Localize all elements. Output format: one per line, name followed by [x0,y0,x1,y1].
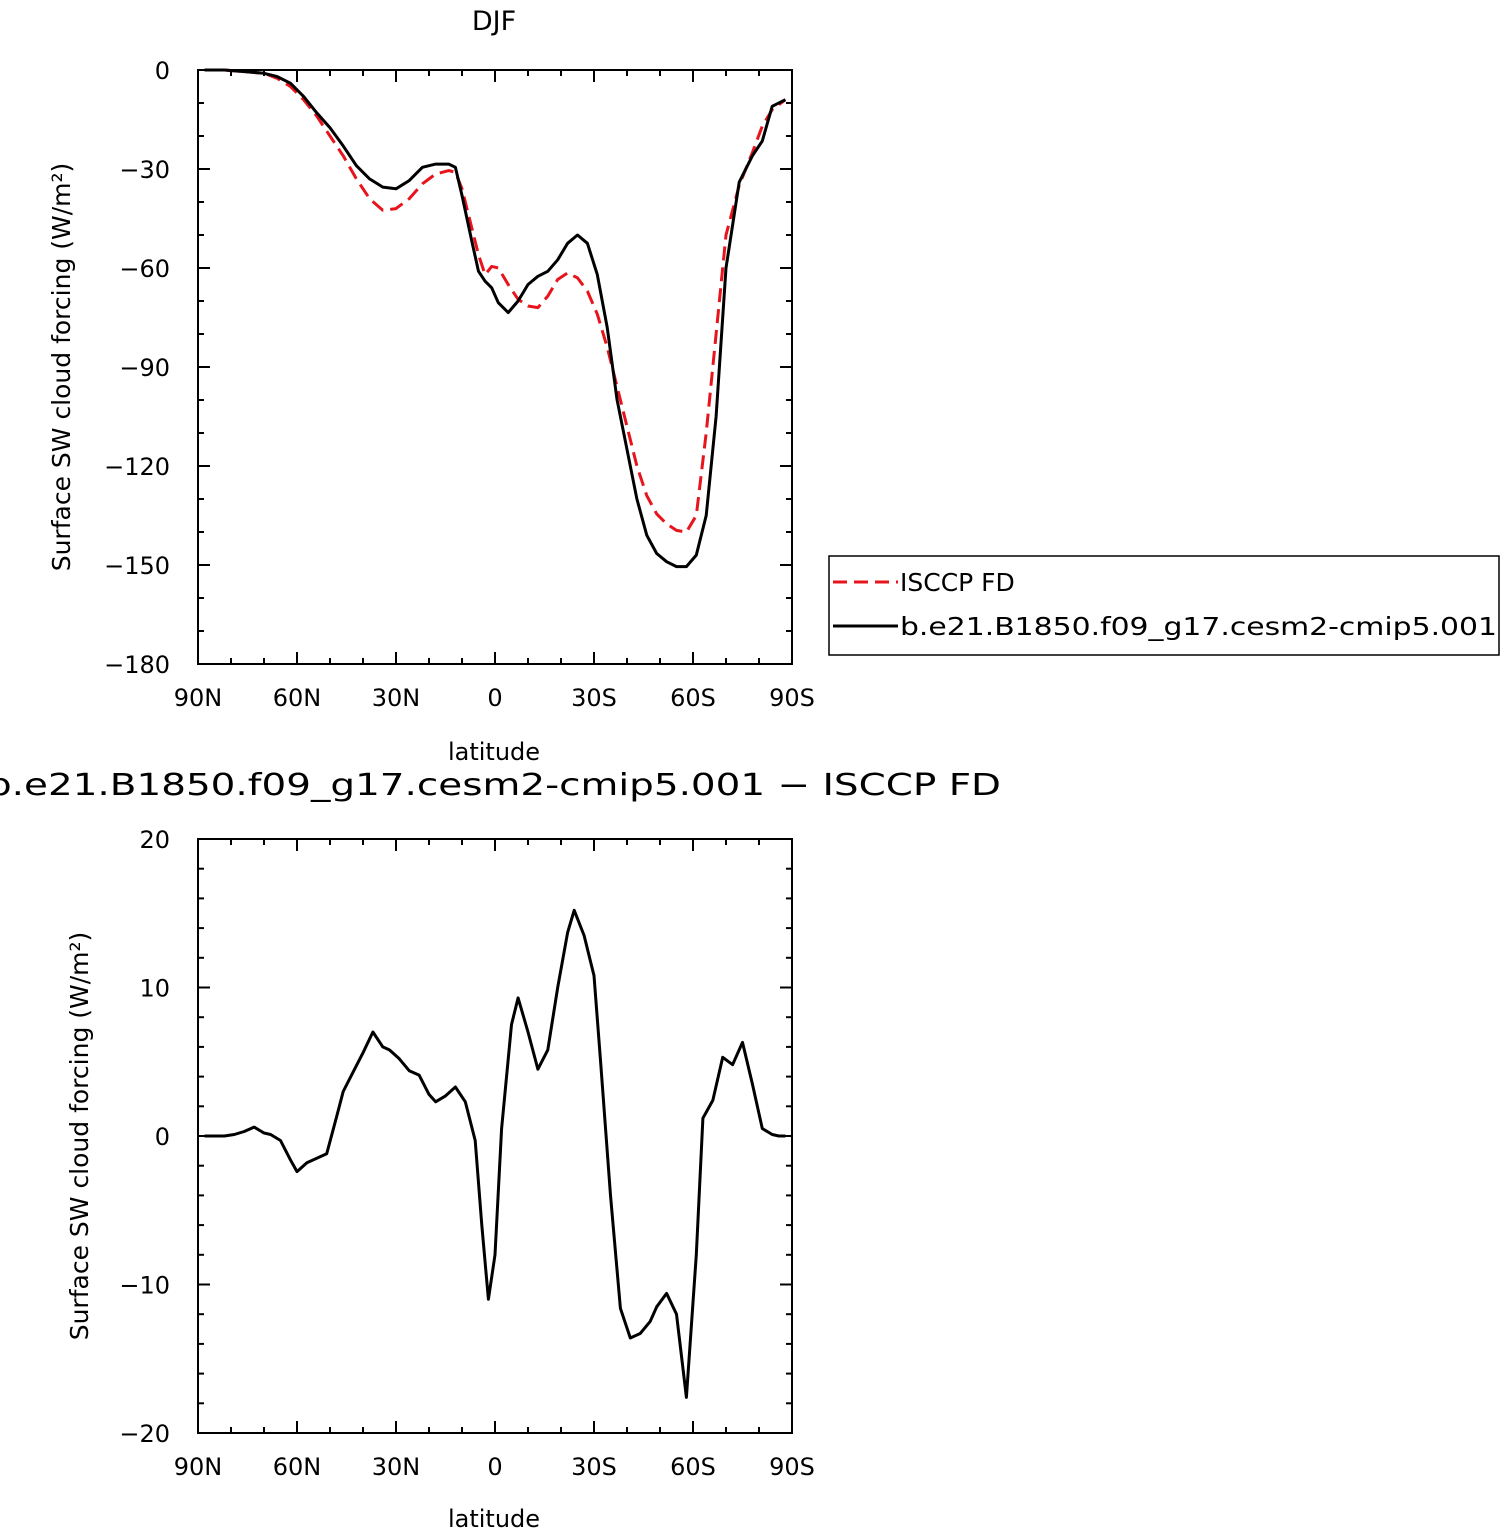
series-line-isccp-fd [204,68,787,534]
x-tick-label: 60S [670,684,716,712]
y-tick-label: 0 [155,57,170,85]
plot-frame [197,69,793,665]
x-tick-label: 90N [174,684,223,712]
chart-title: b.e21.B1850.f09_g17.cesm2-cmip5.001 − IS… [0,768,1001,803]
y-tick-label: −20 [119,1420,170,1448]
x-tick-label: 90S [769,684,815,712]
x-tick-label: 60N [273,1453,322,1481]
x-tick-label: 60S [670,1453,716,1481]
x-tick-label: 90N [174,1453,223,1481]
x-tick-label: 90S [769,1453,815,1481]
legend-label-cesm2: b.e21.B1850.f09_g17.cesm2-cmip5.001 [900,612,1497,641]
x-tick-label: 0 [487,684,502,712]
chart-difference: b.e21.B1850.f09_g17.cesm2-cmip5.001 − IS… [0,768,1001,1533]
y-tick-label: 20 [139,826,170,854]
y-axis-label: Surface SW cloud forcing (W/m²) [47,163,76,572]
y-tick-label: −10 [119,1272,170,1300]
series-lines [204,68,787,569]
y-tick-label: −150 [104,552,170,580]
x-tick-label: 30N [372,1453,421,1481]
legend-label-isccp: ISCCP FD [900,568,1015,597]
y-tick-label: −120 [104,453,170,481]
axis-ticks: 90N 60N 30N 0 30S 60S 90S 0 −30 −60 −90 −120 −150 −18… [104,57,815,712]
y-axis-label: Surface SW cloud forcing (W/m²) [65,932,94,1341]
x-axis-label: latitude [448,738,540,766]
series-line-cesm2 [204,68,787,569]
axis-ticks: 90N 60N 30N 0 30S 60S 90S 20 10 0 −10 −20 [119,826,815,1481]
chart-title: DJF [472,6,516,37]
legend-box [828,555,1500,656]
y-tick-label: 0 [155,1123,170,1151]
plot-frame [197,838,793,1434]
x-tick-label: 0 [487,1453,502,1481]
y-tick-label: −180 [104,651,170,679]
x-tick-label: 30N [372,684,421,712]
series-line-difference [204,908,786,1399]
x-tick-label: 30S [571,684,617,712]
legend: ISCCP FD b.e21.B1850.f09_g17.cesm2-cmip5… [828,555,1500,656]
x-tick-label: 30S [571,1453,617,1481]
y-tick-label: 10 [139,975,170,1003]
chart-djf: DJF Surface SW cloud forcing (W/m²) lati… [47,6,815,766]
y-tick-label: −90 [119,354,170,382]
series-lines [204,908,786,1399]
y-tick-label: −60 [119,255,170,283]
y-tick-label: −30 [119,156,170,184]
x-axis-label: latitude [448,1505,540,1533]
x-tick-label: 60N [273,684,322,712]
